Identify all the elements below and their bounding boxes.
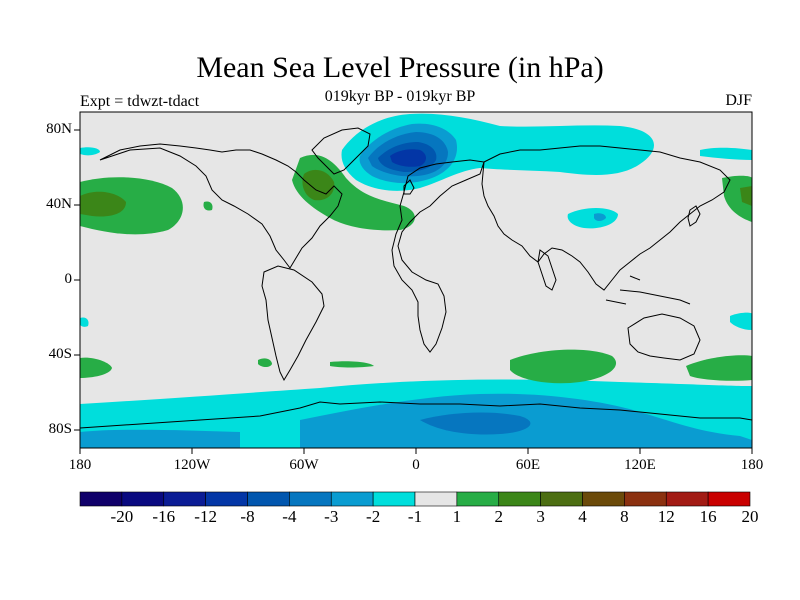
- lon-label-120e: 120E: [624, 457, 656, 473]
- axis-ticks: [74, 129, 753, 454]
- lat-label-0: 0: [64, 271, 73, 287]
- colorbar-label: 12: [657, 507, 675, 526]
- coast-uk: [403, 179, 415, 195]
- contour-green-s-indian: [510, 349, 617, 384]
- colorbar-swatch: [289, 491, 332, 507]
- lon-label-180w: 180: [68, 457, 92, 473]
- coast-india: [537, 249, 557, 291]
- season-label: DJF: [725, 92, 752, 109]
- contour-olive-n-pacific: [80, 191, 126, 217]
- colorbar-label: -12: [194, 507, 217, 526]
- contour-green-nw-atl-small: [203, 201, 213, 211]
- contour-southern-blue-west: [80, 429, 240, 448]
- coast-south-america: [261, 265, 325, 382]
- lat-label-40s: 40S: [48, 346, 72, 362]
- experiment-label: Expt = tdwzt-tdact: [80, 93, 200, 110]
- contour-blue-asia: [594, 213, 606, 221]
- coast-australia: [627, 313, 701, 361]
- colorbar-swatch: [665, 491, 709, 507]
- coastlines: [80, 127, 752, 429]
- contour-arctic-navy: [390, 149, 426, 167]
- chart-subtitle: 019kyr BP - 019kyr BP: [324, 88, 476, 105]
- lon-label-60e: 60E: [515, 457, 541, 473]
- coast-europe-africa: [391, 159, 485, 353]
- colorbar-swatch: [330, 491, 374, 507]
- contour-southern-darkblue: [420, 412, 531, 435]
- colorbar-label: -20: [110, 507, 134, 526]
- colorbar-swatch: [540, 491, 583, 507]
- coast-asia: [481, 145, 731, 291]
- colorbar-label: -2: [366, 507, 381, 526]
- contour-green-s-atl2: [330, 361, 374, 368]
- colorbar-swatch: [498, 491, 541, 507]
- colorbar-swatch: [624, 491, 667, 507]
- colorbar-label: 1: [452, 507, 462, 526]
- colorbar-label: -1: [407, 507, 423, 526]
- colorbar-label: 8: [620, 507, 629, 526]
- colorbar-swatch: [205, 491, 248, 507]
- colorbar-swatch: [247, 491, 290, 507]
- colorbar-swatch: [582, 491, 625, 507]
- colorbar-swatch: [707, 491, 751, 507]
- coast-antarctica: [80, 401, 752, 429]
- colorbar-swatch: [163, 491, 206, 507]
- lon-label-0: 0: [412, 457, 420, 473]
- contour-cyan-w-tropic: [80, 317, 89, 327]
- colorbar-label: 2: [494, 507, 504, 526]
- contour-green-s-pacific-e: [686, 355, 752, 381]
- colorbar-swatch: [121, 491, 165, 507]
- chart-title: Mean Sea Level Pressure (in hPa): [196, 51, 604, 84]
- colorbar-swatch: [79, 491, 123, 507]
- colorbar-label: -8: [240, 507, 255, 526]
- contour-cyan-ne: [700, 147, 752, 160]
- colorbar-swatch: [456, 491, 500, 507]
- contour-olive-n-pacific-e: [740, 186, 752, 206]
- contour-cyan-e-tropic: [730, 312, 752, 330]
- colorbar-label: 20: [741, 507, 759, 526]
- lon-label-60w: 60W: [289, 457, 319, 473]
- contour-olive-n-atlantic: [302, 169, 335, 201]
- colorbar: [79, 491, 751, 507]
- colorbar-swatch: [414, 491, 458, 507]
- colorbar-label: -16: [152, 507, 176, 526]
- colorbar-label: 16: [699, 507, 717, 526]
- contour-cyan-nw: [80, 147, 100, 156]
- lon-label-180e: 180: [740, 457, 764, 473]
- contour-cyan-asia: [567, 208, 618, 229]
- map-plot-area: [80, 112, 752, 448]
- lon-label-120w: 120W: [173, 457, 211, 473]
- lat-label-40n: 40N: [46, 196, 72, 212]
- colorbar-label: -4: [282, 507, 297, 526]
- contour-green-n-pacific: [80, 177, 183, 235]
- colorbar-swatch: [372, 491, 416, 507]
- coast-japan: [687, 205, 701, 227]
- coast-indonesia: [605, 275, 691, 305]
- colorbar-label: 4: [578, 507, 587, 526]
- lat-label-80n: 80N: [46, 121, 72, 137]
- lat-label-80s: 80S: [48, 421, 72, 437]
- coast-north-america: [99, 143, 343, 269]
- colorbar-label: 3: [536, 507, 545, 526]
- colorbar-label: -3: [324, 507, 339, 526]
- contour-green-s-atl: [258, 358, 272, 367]
- contour-green-sw: [80, 357, 112, 378]
- coast-greenland: [311, 127, 371, 175]
